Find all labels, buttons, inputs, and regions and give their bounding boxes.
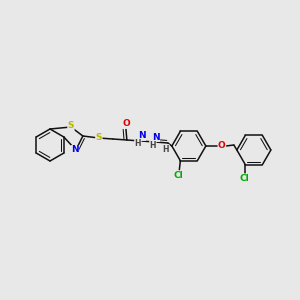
Text: N: N — [71, 146, 79, 154]
Text: N: N — [138, 131, 146, 140]
Text: Cl: Cl — [239, 174, 249, 183]
Text: O: O — [218, 140, 226, 149]
Text: H: H — [163, 145, 169, 154]
Text: S: S — [96, 134, 102, 142]
Text: H: H — [135, 140, 141, 148]
Text: O: O — [123, 119, 131, 128]
Text: S: S — [68, 122, 74, 130]
Text: Cl: Cl — [173, 171, 183, 180]
Text: N: N — [152, 133, 160, 142]
Text: H: H — [150, 140, 156, 149]
